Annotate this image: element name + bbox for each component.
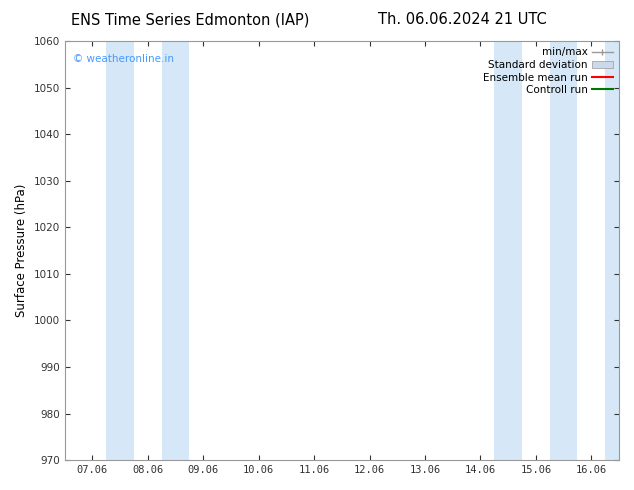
Bar <box>495 41 522 460</box>
Bar <box>162 41 190 460</box>
Legend: min/max, Standard deviation, Ensemble mean run, Controll run: min/max, Standard deviation, Ensemble me… <box>480 44 616 98</box>
Bar <box>550 41 578 460</box>
Y-axis label: Surface Pressure (hPa): Surface Pressure (hPa) <box>15 184 28 318</box>
Bar <box>107 41 134 460</box>
Text: ENS Time Series Edmonton (IAP): ENS Time Series Edmonton (IAP) <box>71 12 309 27</box>
Text: Th. 06.06.2024 21 UTC: Th. 06.06.2024 21 UTC <box>378 12 547 27</box>
Text: © weatheronline.in: © weatheronline.in <box>73 53 174 64</box>
Bar <box>605 41 619 460</box>
